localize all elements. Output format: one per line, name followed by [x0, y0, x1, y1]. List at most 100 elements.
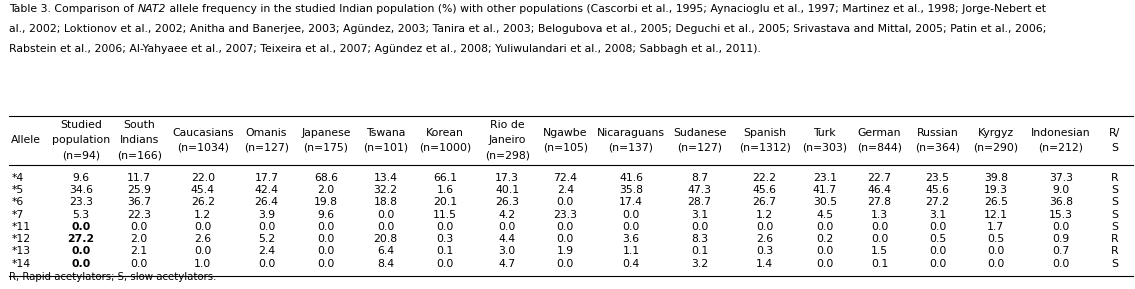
Text: 4.7: 4.7: [498, 259, 515, 269]
Text: (n=175): (n=175): [303, 143, 348, 153]
Text: Kyrgyz: Kyrgyz: [977, 128, 1014, 138]
Text: 1.2: 1.2: [756, 210, 773, 220]
Text: (n=290): (n=290): [973, 143, 1018, 153]
Text: (n=137): (n=137): [608, 143, 654, 153]
Text: 42.4: 42.4: [254, 185, 278, 195]
Text: 0.4: 0.4: [622, 259, 640, 269]
Text: Sudanese: Sudanese: [673, 128, 726, 138]
Text: 0.0: 0.0: [928, 222, 947, 232]
Text: S: S: [1111, 210, 1118, 220]
Text: Indians: Indians: [119, 135, 159, 145]
Text: 3.9: 3.9: [258, 210, 275, 220]
Text: 15.3: 15.3: [1049, 210, 1073, 220]
Text: 39.8: 39.8: [984, 173, 1008, 183]
Text: Studied: Studied: [60, 120, 102, 130]
Text: 1.6: 1.6: [437, 185, 454, 195]
Text: R: R: [1111, 247, 1119, 256]
Text: 1.1: 1.1: [622, 247, 640, 256]
Text: 5.2: 5.2: [258, 234, 275, 244]
Text: 26.3: 26.3: [495, 197, 519, 207]
Text: 17.4: 17.4: [619, 197, 644, 207]
Text: (n=298): (n=298): [485, 150, 530, 160]
Text: R: R: [1111, 234, 1119, 244]
Text: 0.0: 0.0: [816, 247, 833, 256]
Text: 45.6: 45.6: [753, 185, 776, 195]
Text: S: S: [1111, 143, 1118, 153]
Text: 3.1: 3.1: [691, 210, 708, 220]
Text: 0.0: 0.0: [318, 222, 335, 232]
Text: Korean: Korean: [426, 128, 464, 138]
Text: 0.0: 0.0: [1052, 222, 1069, 232]
Text: 28.7: 28.7: [688, 197, 712, 207]
Text: Allele: Allele: [11, 135, 41, 145]
Text: Turk: Turk: [814, 128, 836, 138]
Text: 23.1: 23.1: [813, 173, 836, 183]
Text: Rabstein et al., 2006; Al-Yahyaee et al., 2007; Teixeira et al., 2007; Agündez e: Rabstein et al., 2006; Al-Yahyaee et al.…: [9, 44, 760, 54]
Text: *5: *5: [11, 185, 24, 195]
Text: 30.5: 30.5: [813, 197, 836, 207]
Text: 0.0: 0.0: [318, 259, 335, 269]
Text: *11: *11: [11, 222, 31, 232]
Text: S: S: [1111, 222, 1118, 232]
Text: population: population: [52, 135, 110, 145]
Text: 0.0: 0.0: [556, 259, 574, 269]
Text: 3.2: 3.2: [691, 259, 708, 269]
Text: 11.5: 11.5: [432, 210, 457, 220]
Text: 0.0: 0.0: [622, 210, 640, 220]
Text: 32.2: 32.2: [373, 185, 397, 195]
Text: (n=105): (n=105): [543, 143, 588, 153]
Text: 27.2: 27.2: [67, 234, 94, 244]
Text: Tswana: Tswana: [365, 128, 405, 138]
Text: 8.4: 8.4: [377, 259, 394, 269]
Text: (n=1034): (n=1034): [177, 143, 229, 153]
Text: 0.0: 0.0: [928, 259, 947, 269]
Text: 27.8: 27.8: [867, 197, 891, 207]
Text: 72.4: 72.4: [554, 173, 578, 183]
Text: 0.0: 0.0: [258, 222, 275, 232]
Text: 0.0: 0.0: [318, 234, 335, 244]
Text: 22.2: 22.2: [753, 173, 776, 183]
Text: 9.6: 9.6: [73, 173, 90, 183]
Text: (n=303): (n=303): [802, 143, 848, 153]
Text: *4: *4: [11, 173, 24, 183]
Text: 9.0: 9.0: [1052, 185, 1069, 195]
Text: (n=844): (n=844): [857, 143, 902, 153]
Text: South: South: [124, 120, 155, 130]
Text: 0.2: 0.2: [816, 234, 833, 244]
Text: S: S: [1111, 259, 1118, 269]
Text: 22.3: 22.3: [127, 210, 151, 220]
Text: 1.4: 1.4: [756, 259, 773, 269]
Text: Caucasians: Caucasians: [173, 128, 234, 138]
Text: 0.1: 0.1: [871, 259, 888, 269]
Text: 0.0: 0.0: [258, 259, 275, 269]
Text: Rio de: Rio de: [490, 120, 524, 130]
Text: 17.7: 17.7: [254, 173, 278, 183]
Text: 2.4: 2.4: [258, 247, 275, 256]
Text: 1.2: 1.2: [194, 210, 211, 220]
Text: S: S: [1111, 185, 1118, 195]
Text: 41.7: 41.7: [813, 185, 836, 195]
Text: 0.0: 0.0: [871, 234, 889, 244]
Text: 0.0: 0.0: [987, 247, 1004, 256]
Text: 0.0: 0.0: [556, 222, 574, 232]
Text: 45.6: 45.6: [926, 185, 950, 195]
Text: 0.5: 0.5: [987, 234, 1004, 244]
Text: 2.0: 2.0: [318, 185, 335, 195]
Text: 1.7: 1.7: [987, 222, 1004, 232]
Text: 12.1: 12.1: [984, 210, 1008, 220]
Text: 4.2: 4.2: [498, 210, 515, 220]
Text: 5.3: 5.3: [73, 210, 90, 220]
Text: 0.0: 0.0: [72, 222, 91, 232]
Text: 26.4: 26.4: [254, 197, 278, 207]
Text: 8.3: 8.3: [691, 234, 708, 244]
Text: 68.6: 68.6: [314, 173, 338, 183]
Text: 3.6: 3.6: [622, 234, 640, 244]
Text: 0.0: 0.0: [987, 259, 1004, 269]
Text: 45.4: 45.4: [191, 185, 215, 195]
Text: 1.5: 1.5: [871, 247, 888, 256]
Text: (n=94): (n=94): [62, 150, 100, 160]
Text: (n=127): (n=127): [678, 143, 722, 153]
Text: 0.0: 0.0: [756, 222, 773, 232]
Text: Japanese: Japanese: [301, 128, 351, 138]
Text: 1.9: 1.9: [557, 247, 574, 256]
